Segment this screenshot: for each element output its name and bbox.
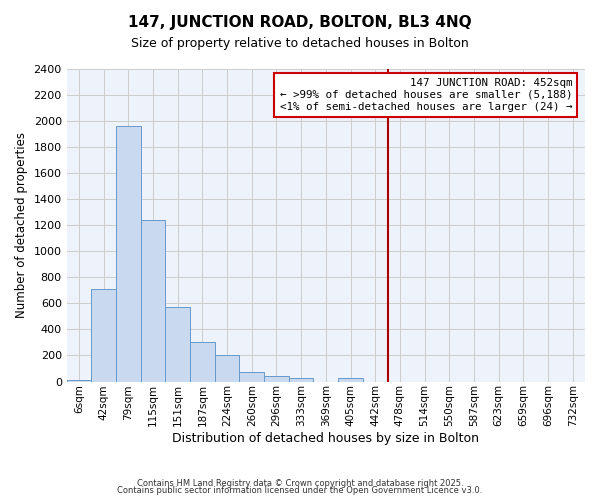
- Bar: [264, 376, 289, 382]
- Text: 147, JUNCTION ROAD, BOLTON, BL3 4NQ: 147, JUNCTION ROAD, BOLTON, BL3 4NQ: [128, 15, 472, 30]
- Bar: [91, 289, 116, 382]
- Y-axis label: Number of detached properties: Number of detached properties: [15, 132, 28, 318]
- Bar: [141, 220, 166, 382]
- Bar: [116, 126, 141, 382]
- Text: Size of property relative to detached houses in Bolton: Size of property relative to detached ho…: [131, 38, 469, 51]
- Bar: [67, 380, 91, 382]
- Text: 147 JUNCTION ROAD: 452sqm
← >99% of detached houses are smaller (5,188)
<1% of s: 147 JUNCTION ROAD: 452sqm ← >99% of deta…: [280, 78, 572, 112]
- Bar: [289, 378, 313, 382]
- Bar: [239, 372, 264, 382]
- Bar: [166, 306, 190, 382]
- X-axis label: Distribution of detached houses by size in Bolton: Distribution of detached houses by size …: [172, 432, 479, 445]
- Text: Contains HM Land Registry data © Crown copyright and database right 2025.: Contains HM Land Registry data © Crown c…: [137, 478, 463, 488]
- Bar: [338, 378, 363, 382]
- Bar: [215, 356, 239, 382]
- Text: Contains public sector information licensed under the Open Government Licence v3: Contains public sector information licen…: [118, 486, 482, 495]
- Bar: [190, 342, 215, 382]
